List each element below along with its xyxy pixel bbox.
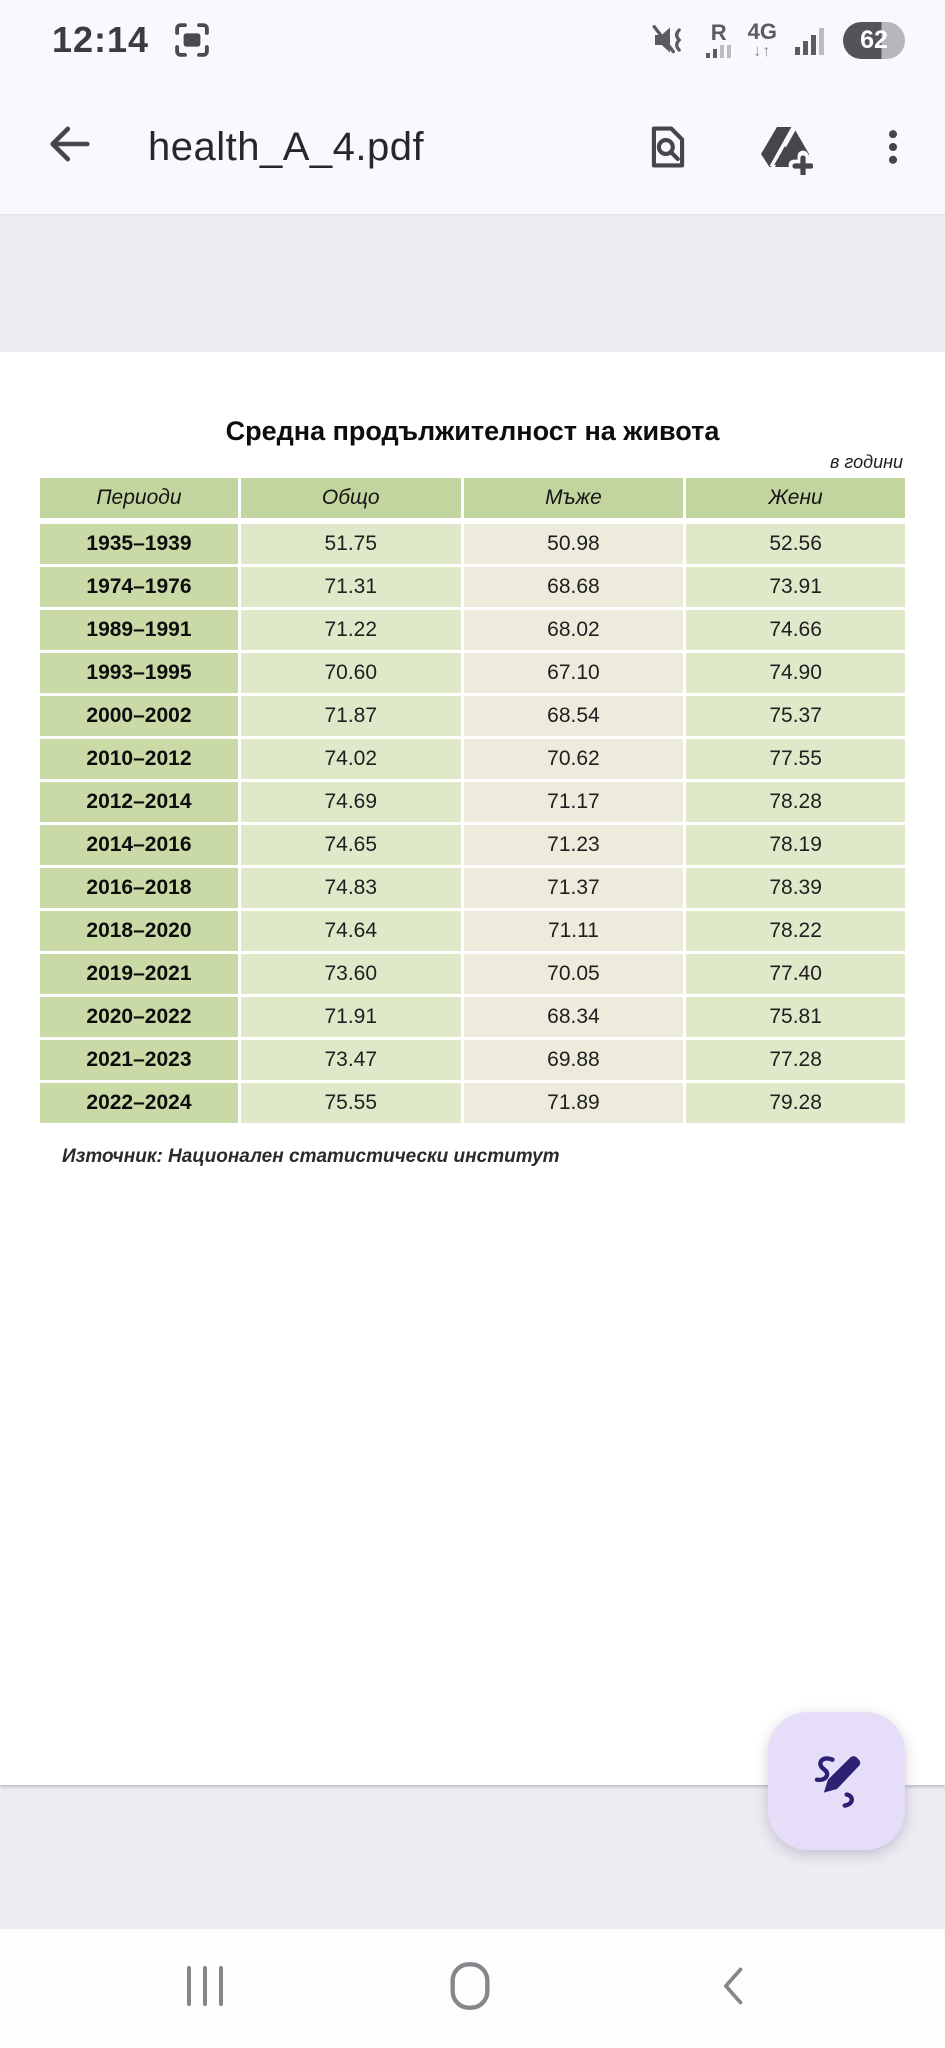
value-cell: 70.62 — [463, 739, 684, 779]
value-cell: 73.47 — [240, 1040, 461, 1080]
column-header: Периоди — [40, 478, 238, 518]
home-button[interactable] — [410, 1929, 530, 2043]
value-cell: 77.55 — [686, 739, 905, 779]
source-note: Източник: Национален статистически инсти… — [62, 1146, 560, 1167]
value-cell: 69.88 — [463, 1040, 684, 1080]
document-title: health_A_4.pdf — [148, 125, 425, 169]
value-cell: 74.02 — [240, 739, 461, 779]
roaming-signal-icon: R — [705, 22, 732, 58]
unit-note: в години — [830, 452, 903, 472]
value-cell: 78.39 — [686, 868, 905, 908]
overflow-menu-button[interactable] — [862, 116, 924, 178]
cellular-signal-icon — [793, 23, 827, 57]
value-cell: 71.11 — [463, 911, 684, 951]
value-cell: 68.02 — [463, 610, 684, 650]
value-cell: 68.54 — [463, 696, 684, 736]
period-cell: 2000–2002 — [40, 696, 238, 736]
table-body: 1935–1939 51.75 50.98 52.56 1974–1976 71.31 68… — [40, 524, 905, 1123]
android-navigation-bar — [0, 1928, 945, 2048]
screenshot-notification-icon — [171, 19, 213, 61]
network-type-indicator: 4G ↓↑ — [747, 18, 777, 60]
period-cell: 1935–1939 — [40, 524, 238, 564]
column-header: Жени — [686, 478, 905, 518]
table-title: Средна продължителност на живота — [225, 416, 720, 446]
value-cell: 74.90 — [686, 653, 905, 693]
value-cell: 78.22 — [686, 911, 905, 951]
value-cell: 71.31 — [240, 567, 461, 607]
value-cell: 50.98 — [463, 524, 684, 564]
table-header-row: Периоди Общо Мъже Жени — [40, 478, 905, 518]
nav-back-button[interactable] — [675, 1929, 795, 2043]
value-cell: 77.28 — [686, 1040, 905, 1080]
value-cell: 70.05 — [463, 954, 684, 994]
mute-vibrate-icon — [650, 20, 690, 60]
value-cell: 71.22 — [240, 610, 461, 650]
clock: 12:14 — [52, 19, 150, 60]
period-cell: 2019–2021 — [40, 954, 238, 994]
value-cell: 79.28 — [686, 1083, 905, 1123]
recents-button[interactable] — [145, 1929, 265, 2043]
period-cell: 2020–2022 — [40, 997, 238, 1037]
period-cell: 2014–2016 — [40, 825, 238, 865]
period-cell: 2021–2023 — [40, 1040, 238, 1080]
value-cell: 71.87 — [240, 696, 461, 736]
value-cell: 74.66 — [686, 610, 905, 650]
back-button[interactable] — [38, 112, 102, 176]
value-cell: 51.75 — [240, 524, 461, 564]
value-cell: 71.91 — [240, 997, 461, 1037]
value-cell: 74.83 — [240, 868, 461, 908]
pdf-page[interactable]: Средна продължителност на живота в годин… — [0, 352, 945, 1785]
period-cell: 2010–2012 — [40, 739, 238, 779]
value-cell: 68.34 — [463, 997, 684, 1037]
period-cell: 1989–1991 — [40, 610, 238, 650]
value-cell: 78.19 — [686, 825, 905, 865]
add-to-drive-button[interactable] — [754, 116, 816, 178]
value-cell: 78.28 — [686, 782, 905, 822]
value-cell: 75.55 — [240, 1083, 461, 1123]
pdf-viewer-app-bar: health_A_4.pdf — [0, 80, 945, 215]
value-cell: 71.89 — [463, 1083, 684, 1123]
value-cell: 77.40 — [686, 954, 905, 994]
value-cell: 75.81 — [686, 997, 905, 1037]
period-cell: 1974–1976 — [40, 567, 238, 607]
value-cell: 73.91 — [686, 567, 905, 607]
period-cell: 2018–2020 — [40, 911, 238, 951]
period-cell: 2022–2024 — [40, 1083, 238, 1123]
value-cell: 68.68 — [463, 567, 684, 607]
column-header: Мъже — [463, 478, 684, 518]
value-cell: 74.64 — [240, 911, 461, 951]
status-bar: 12:14 R — [0, 0, 945, 80]
value-cell: 74.65 — [240, 825, 461, 865]
value-cell: 75.37 — [686, 696, 905, 736]
signature-pen-icon — [806, 1750, 868, 1812]
period-cell: 1993–1995 — [40, 653, 238, 693]
column-header: Общо — [240, 478, 461, 518]
value-cell: 74.69 — [240, 782, 461, 822]
value-cell: 71.23 — [463, 825, 684, 865]
period-cell: 2016–2018 — [40, 868, 238, 908]
value-cell: 71.17 — [463, 782, 684, 822]
battery-indicator: 62 — [843, 21, 905, 59]
annotate-fab[interactable] — [768, 1712, 905, 1850]
period-cell: 2012–2014 — [40, 782, 238, 822]
value-cell: 67.10 — [463, 653, 684, 693]
find-in-document-button[interactable] — [637, 116, 699, 178]
value-cell: 71.37 — [463, 868, 684, 908]
life-expectancy-table: Периоди Общо Мъже Жени 1935–1939 51.75 50.98 5… — [40, 478, 905, 1123]
value-cell: 52.56 — [686, 524, 905, 564]
value-cell: 70.60 — [240, 653, 461, 693]
value-cell: 73.60 — [240, 954, 461, 994]
